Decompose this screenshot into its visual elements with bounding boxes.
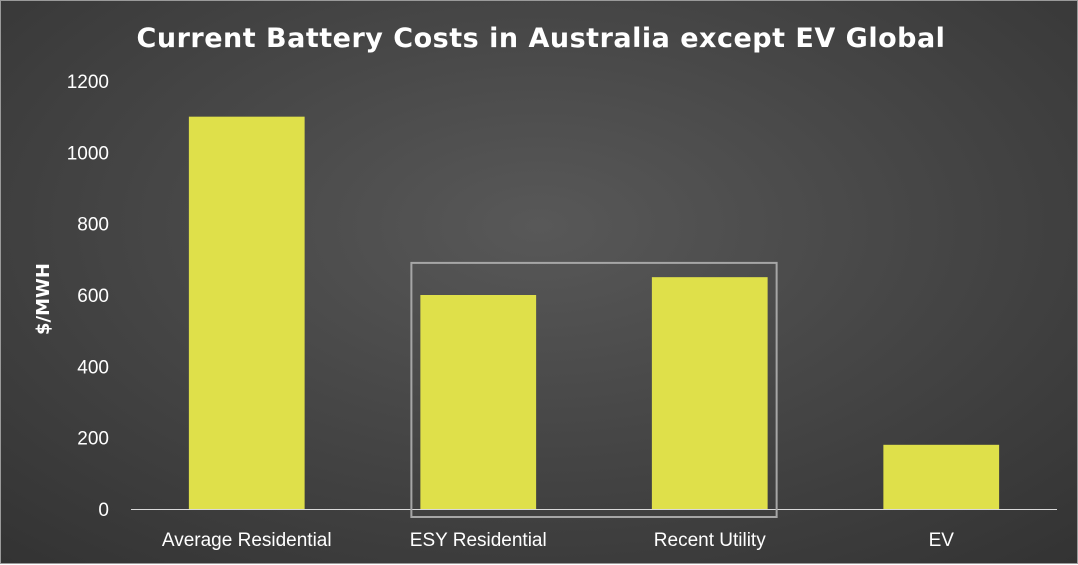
y-axis-ticks: 0 200 400 600 800 1000 1200	[67, 72, 109, 521]
x-tick-label: ESY Residential	[410, 530, 547, 551]
y-tick-label: 400	[77, 357, 109, 378]
bar-ev	[883, 444, 1000, 509]
y-tick-label: 200	[77, 429, 109, 450]
x-tick-label: Recent Utility	[654, 530, 766, 551]
y-axis-label: $/MWH	[33, 263, 54, 335]
y-tick-label: 0	[98, 500, 109, 521]
bar-recent-utility	[651, 277, 768, 509]
y-tick-label: 1000	[67, 143, 109, 164]
x-tick-label: Average Residential	[162, 530, 332, 551]
bar-average-residential	[188, 116, 305, 510]
highlight-box	[410, 261, 778, 518]
y-tick-label: 1200	[67, 72, 109, 93]
bar-esy-residential	[420, 295, 537, 509]
bars	[188, 116, 1000, 510]
y-tick-label: 800	[77, 215, 109, 236]
x-axis-ticks: Average Residential ESY Residential Recent…	[162, 530, 954, 551]
x-tick-label: EV	[929, 530, 955, 551]
y-tick-label: 600	[77, 286, 109, 307]
chart-title: Current Battery Costs in Australia excep…	[137, 23, 946, 54]
